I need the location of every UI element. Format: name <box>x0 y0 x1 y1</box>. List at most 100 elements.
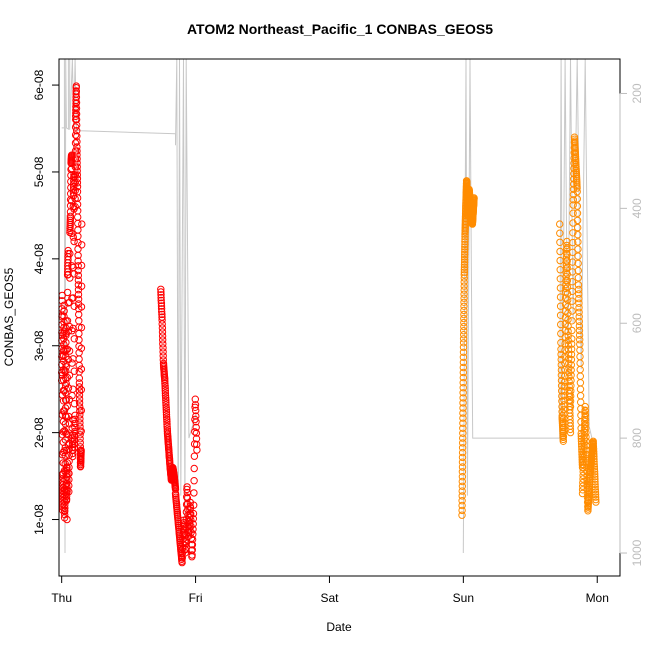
data-point <box>566 425 575 434</box>
data-point <box>581 407 589 415</box>
data-point <box>158 320 166 328</box>
data-point <box>158 332 167 340</box>
data-point <box>77 427 85 435</box>
data-point <box>163 422 171 431</box>
data-point <box>74 251 82 260</box>
data-point <box>579 471 587 480</box>
data-point <box>459 409 467 417</box>
data-point <box>567 376 575 385</box>
data-point <box>581 415 590 424</box>
data-point <box>70 439 79 448</box>
data-point <box>76 403 84 411</box>
data-point <box>458 497 466 505</box>
data-point <box>71 203 79 211</box>
data-point <box>188 551 196 559</box>
data-point <box>183 485 191 494</box>
data-point <box>573 184 581 192</box>
x-tick-label: Thu <box>51 591 72 605</box>
data-point <box>159 348 167 356</box>
data-point <box>556 302 565 310</box>
data-point <box>460 255 469 264</box>
data-point <box>458 458 467 466</box>
data-point <box>73 121 81 129</box>
data-point <box>74 295 83 303</box>
data-point <box>461 235 469 244</box>
data-point <box>564 322 572 330</box>
data-point <box>460 260 469 269</box>
data-point <box>574 223 582 232</box>
data-point <box>163 415 171 424</box>
data-point <box>460 314 468 323</box>
x-tick-label: Fri <box>189 591 203 605</box>
data-point <box>192 418 200 426</box>
data-point <box>72 104 81 113</box>
data-point <box>458 511 466 519</box>
data-point <box>458 473 467 481</box>
data-point <box>71 423 79 432</box>
data-point <box>158 324 167 332</box>
data-point <box>579 468 587 476</box>
data-point <box>77 303 86 311</box>
data-point <box>460 294 468 302</box>
data-point <box>63 430 71 439</box>
data-point <box>75 387 84 395</box>
data-point <box>460 268 469 276</box>
data-point <box>65 371 74 379</box>
data-point <box>592 498 600 506</box>
data-point <box>188 541 197 549</box>
data-point <box>191 395 200 403</box>
data-point <box>157 299 166 307</box>
y-tick-label: 3e-08 <box>32 330 46 361</box>
data-point <box>73 167 81 175</box>
data-point <box>461 240 469 249</box>
data-point <box>159 352 167 360</box>
data-point <box>459 353 468 361</box>
data-point <box>566 428 575 437</box>
data-point <box>460 306 468 315</box>
data-point <box>568 335 576 343</box>
data-point <box>562 265 570 273</box>
data-point <box>71 163 80 171</box>
data-point <box>567 366 575 374</box>
data-point <box>75 391 84 399</box>
data-point <box>158 328 167 336</box>
data-point <box>162 399 170 407</box>
data-point <box>567 392 575 400</box>
data-point <box>573 202 582 210</box>
data-point <box>470 194 478 202</box>
data-point <box>188 535 197 544</box>
data-point <box>162 403 170 412</box>
data-point <box>591 488 600 496</box>
data-point <box>61 420 70 428</box>
data-point <box>161 391 170 400</box>
data-point <box>161 387 170 395</box>
data-point <box>77 344 86 352</box>
data-point <box>157 305 166 313</box>
y2-tick-label: 600 <box>630 313 644 333</box>
data-point <box>459 343 468 351</box>
data-point <box>589 440 597 448</box>
data-point <box>567 350 576 359</box>
data-point <box>191 428 199 436</box>
y-axis: 1e-08 2e-08 3e-08 4e-08 5e-08 6e-08 <box>32 69 60 535</box>
data-point <box>460 318 468 327</box>
data-point <box>460 302 468 310</box>
data-point <box>590 468 599 476</box>
data-point <box>189 520 197 528</box>
data-point <box>72 99 81 107</box>
data-point <box>72 115 81 124</box>
data-point <box>73 147 81 155</box>
y2-tick-label: 1000 <box>630 539 644 566</box>
data-point <box>190 452 199 460</box>
data-point <box>459 379 467 387</box>
data-point <box>77 323 86 332</box>
data-point <box>77 365 86 373</box>
data-point <box>192 429 201 437</box>
data-point <box>77 261 86 270</box>
data-point <box>77 406 86 415</box>
data-point <box>192 406 200 415</box>
data-point <box>70 444 79 452</box>
data-point <box>590 463 598 471</box>
data-point <box>71 139 80 147</box>
data-point <box>458 448 467 457</box>
